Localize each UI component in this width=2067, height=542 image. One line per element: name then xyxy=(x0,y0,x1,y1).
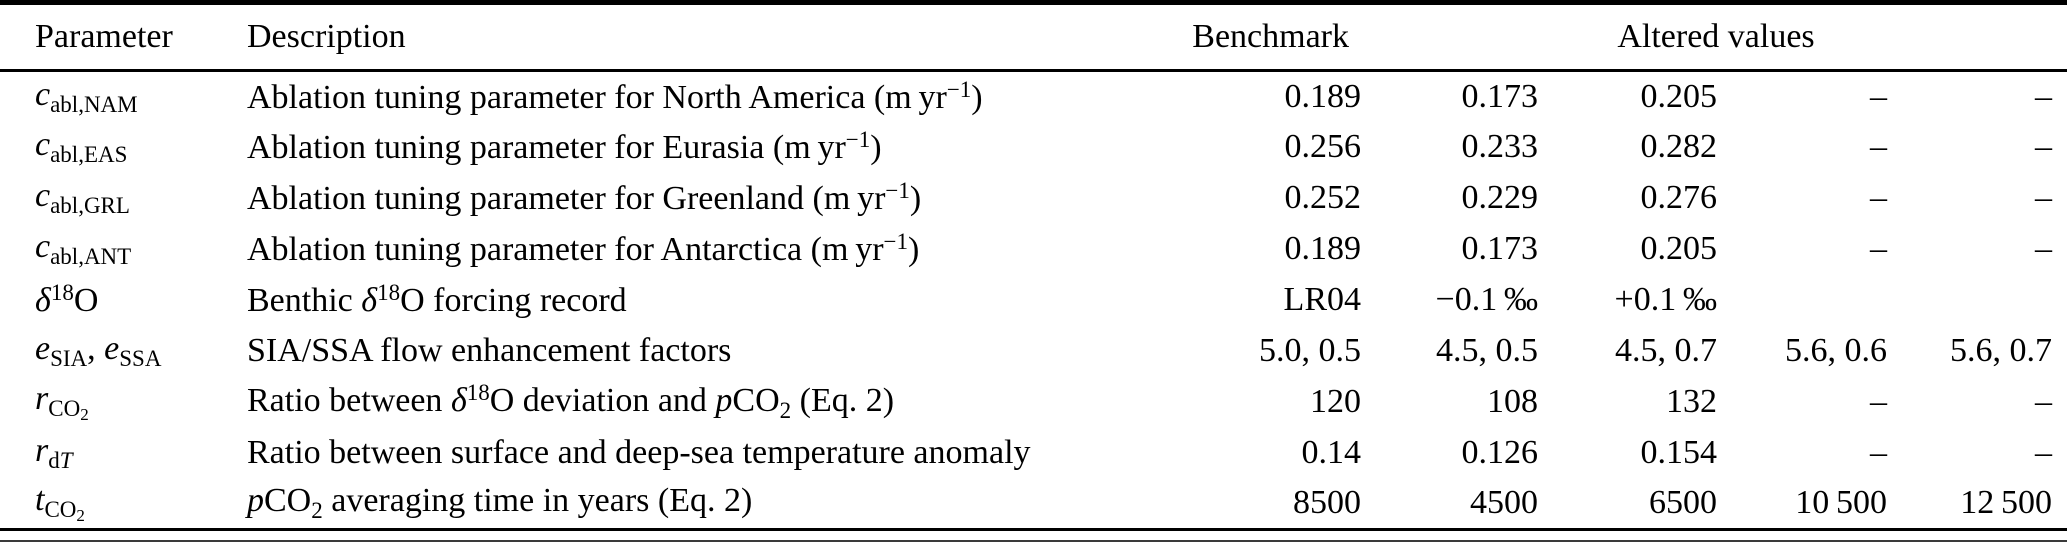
header-altered-values: Altered values xyxy=(1617,18,1815,55)
row-r-dt: rdT Ratio between surface and deep-sea t… xyxy=(0,428,2067,479)
param-cell: cabl,ANT xyxy=(35,228,132,269)
altered-value-1: 108 xyxy=(1487,383,1538,420)
param-cell: δ18O xyxy=(35,280,99,319)
altered-value-4: – xyxy=(2035,383,2052,420)
altered-value-4: 5.6, 0.7 xyxy=(1950,332,2052,369)
altered-value-4: – xyxy=(2035,230,2052,267)
param-cell: cabl,GRL xyxy=(35,177,130,218)
param-cell: rCO2 xyxy=(35,379,89,424)
benchmark-value: 0.189 xyxy=(1284,230,1362,267)
altered-value-1: 0.229 xyxy=(1461,179,1539,216)
description-cell: Benthic δ18O forcing record xyxy=(247,280,627,319)
altered-value-3: – xyxy=(1870,434,1887,471)
benchmark-value: 0.189 xyxy=(1284,77,1362,115)
parameter-table: Parameter Description Benchmark Altered … xyxy=(0,0,2067,531)
altered-value-1: 4.5, 0.5 xyxy=(1436,332,1538,369)
altered-value-1: 4500 xyxy=(1470,484,1538,522)
altered-value-2: 0.205 xyxy=(1640,77,1718,115)
description-cell: Ablation tuning parameter for Eurasia (m… xyxy=(247,127,882,166)
param-cell: cabl,NAM xyxy=(35,75,138,117)
altered-value-3: – xyxy=(1870,230,1887,267)
altered-value-3: – xyxy=(1870,179,1887,216)
description-cell: SIA/SSA flow enhancement factors xyxy=(247,332,732,369)
altered-value-4: 12 500 xyxy=(1960,484,2052,522)
altered-value-3: 10 500 xyxy=(1795,484,1887,522)
benchmark-value: 5.0, 0.5 xyxy=(1259,332,1361,369)
altered-value-3: 5.6, 0.6 xyxy=(1785,332,1887,369)
altered-value-1: −0.1 ‰ xyxy=(1435,281,1538,318)
param-cell: tCO2 xyxy=(35,480,85,525)
altered-value-3: – xyxy=(1870,383,1887,420)
description-cell: Ablation tuning parameter for North Amer… xyxy=(247,76,983,116)
benchmark-value: LR04 xyxy=(1283,281,1361,318)
altered-value-3: – xyxy=(1870,128,1887,165)
param-cell: rdT xyxy=(35,432,73,473)
benchmark-value: 0.256 xyxy=(1284,128,1362,165)
benchmark-value: 120 xyxy=(1310,383,1361,420)
benchmark-value: 0.252 xyxy=(1284,179,1362,216)
header-description: Description xyxy=(247,18,406,55)
description-cell: pCO2 averaging time in years (Eq. 2) xyxy=(247,482,753,524)
altered-value-2: 4.5, 0.7 xyxy=(1615,332,1717,369)
altered-value-2: 0.276 xyxy=(1640,179,1718,216)
row-r-co2: rCO2 Ratio between δ18O deviation and pC… xyxy=(0,377,2067,428)
table-header: Parameter Description Benchmark Altered … xyxy=(0,3,2067,71)
header-row: Parameter Description Benchmark Altered … xyxy=(0,3,2067,71)
altered-value-2: 0.154 xyxy=(1640,434,1718,471)
benchmark-value: 8500 xyxy=(1293,484,1361,522)
param-cell: cabl,EAS xyxy=(35,126,128,167)
altered-value-3 xyxy=(1721,275,1891,326)
row-c-abl-ant: cabl,ANT Ablation tuning parameter for A… xyxy=(0,224,2067,275)
benchmark-value: 0.14 xyxy=(1301,434,1362,471)
altered-value-1: 0.173 xyxy=(1461,77,1539,115)
altered-value-2: 132 xyxy=(1666,383,1717,420)
table-body: cabl,NAM Ablation tuning parameter for N… xyxy=(0,71,2067,530)
row-e-sia-essa: eSIA, eSSA SIA/SSA flow enhancement fact… xyxy=(0,326,2067,377)
row-c-abl-grl: cabl,GRL Ablation tuning parameter for G… xyxy=(0,173,2067,224)
altered-value-4 xyxy=(1891,275,2067,326)
row-c-abl-nam: cabl,NAM Ablation tuning parameter for N… xyxy=(0,71,2067,122)
bottom-rule xyxy=(0,540,2067,542)
row-delta18o: δ18O Benthic δ18O forcing record LR04 −0… xyxy=(0,275,2067,326)
row-t-co2: tCO2 pCO2 averaging time in years (Eq. 2… xyxy=(0,479,2067,530)
altered-value-2: 6500 xyxy=(1649,484,1717,522)
description-cell: Ablation tuning parameter for Greenland … xyxy=(247,178,922,217)
description-cell: Ratio between δ18O deviation and pCO2 (E… xyxy=(247,380,895,423)
header-benchmark: Benchmark xyxy=(1192,18,1349,55)
altered-value-4: – xyxy=(2035,434,2052,471)
altered-value-2: +0.1 ‰ xyxy=(1614,281,1717,318)
description-cell: Ratio between surface and deep-sea tempe… xyxy=(247,434,1031,471)
header-parameter: Parameter xyxy=(35,18,173,55)
param-cell: eSIA, eSSA xyxy=(35,330,162,371)
altered-value-2: 0.282 xyxy=(1640,128,1718,165)
altered-value-4: – xyxy=(2035,77,2052,115)
altered-value-4: – xyxy=(2035,128,2052,165)
altered-value-2: 0.205 xyxy=(1640,230,1718,267)
altered-value-1: 0.126 xyxy=(1461,434,1539,471)
description-cell: Ablation tuning parameter for Antarctica… xyxy=(247,229,920,268)
altered-value-4: – xyxy=(2035,179,2052,216)
altered-value-1: 0.233 xyxy=(1461,128,1539,165)
row-c-abl-eas: cabl,EAS Ablation tuning parameter for E… xyxy=(0,122,2067,173)
altered-value-3: – xyxy=(1870,77,1887,115)
altered-value-1: 0.173 xyxy=(1461,230,1539,267)
